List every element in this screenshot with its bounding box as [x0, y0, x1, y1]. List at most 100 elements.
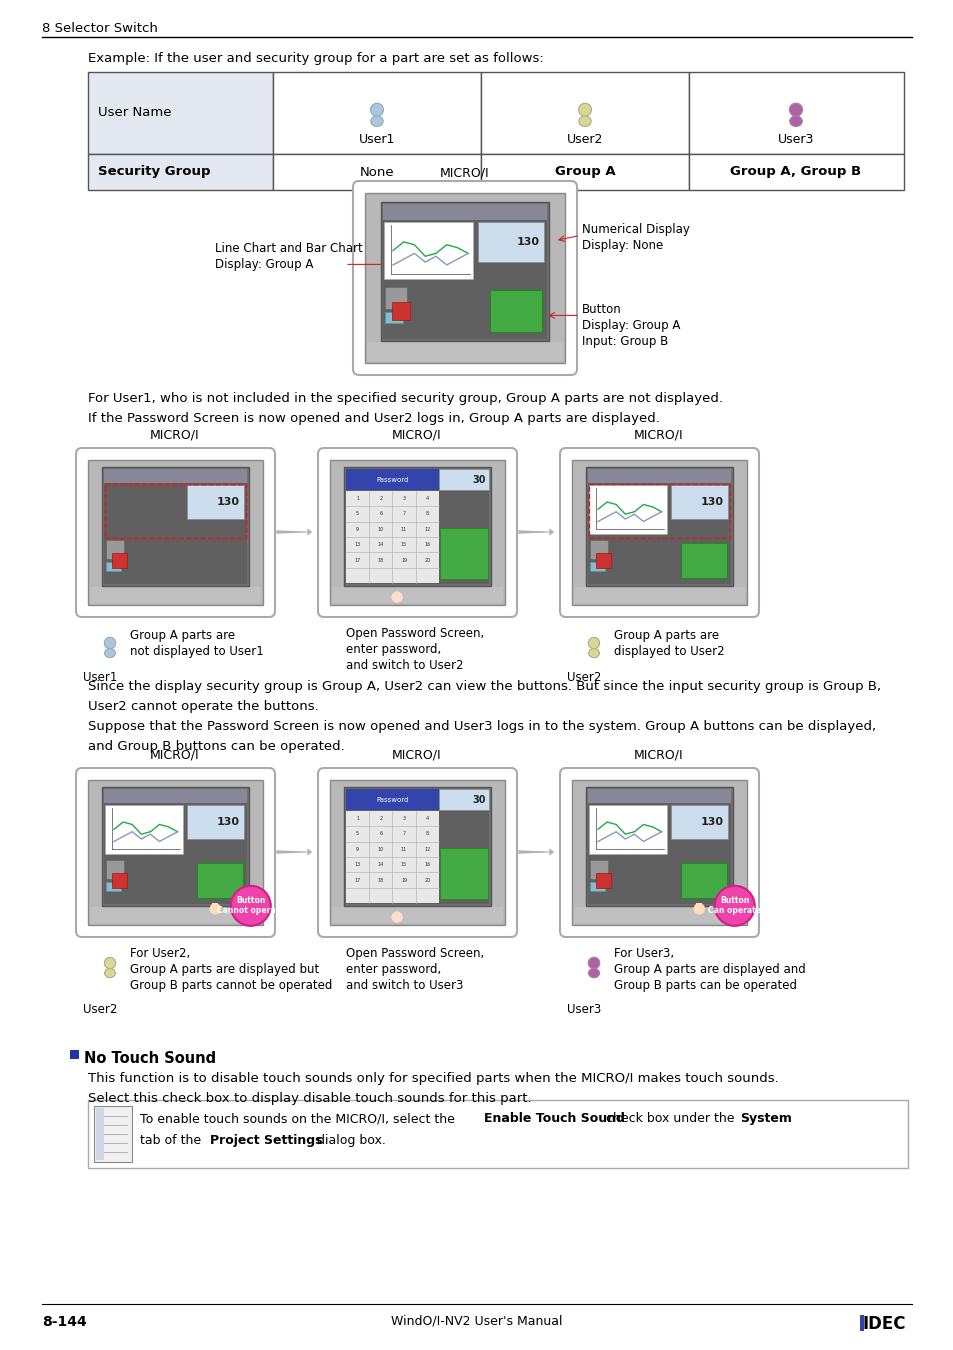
Text: 11: 11 — [400, 846, 407, 852]
Circle shape — [588, 637, 599, 648]
Bar — [589, 882, 604, 891]
Text: User2: User2 — [566, 134, 602, 146]
Text: 30: 30 — [472, 475, 485, 485]
Text: not displayed to User1: not displayed to User1 — [130, 645, 263, 657]
Circle shape — [588, 957, 599, 968]
Text: 7: 7 — [402, 832, 405, 837]
Ellipse shape — [371, 116, 383, 127]
Circle shape — [231, 886, 271, 926]
Text: MICRO/I: MICRO/I — [150, 749, 199, 761]
Bar — [589, 540, 608, 559]
Text: 12: 12 — [424, 526, 430, 532]
Circle shape — [210, 903, 220, 914]
Bar — [439, 528, 488, 579]
Bar — [438, 790, 489, 810]
Bar — [382, 204, 546, 220]
Text: 130: 130 — [700, 497, 723, 508]
Text: None: None — [359, 166, 394, 178]
Text: 10: 10 — [377, 846, 383, 852]
Text: For User3,: For User3, — [614, 946, 674, 960]
Text: WindO/I-NV2 User's Manual: WindO/I-NV2 User's Manual — [391, 1315, 562, 1328]
Text: 9: 9 — [355, 526, 358, 532]
Bar — [90, 587, 261, 603]
Text: Open Password Screen,: Open Password Screen, — [346, 946, 484, 960]
Bar — [588, 805, 666, 853]
Bar — [105, 485, 246, 539]
Text: This function is to disable touch sounds only for specified parts when the MICRO: This function is to disable touch sounds… — [88, 1072, 778, 1085]
Bar — [346, 491, 438, 583]
Text: Display: None: Display: None — [581, 239, 662, 252]
Text: check box under the: check box under the — [601, 1112, 738, 1125]
Bar — [96, 1108, 104, 1160]
Text: 6: 6 — [379, 512, 382, 517]
Text: Numerical Display: Numerical Display — [581, 224, 689, 236]
Bar — [332, 907, 502, 923]
Text: 17: 17 — [355, 558, 360, 563]
Text: 1: 1 — [355, 495, 359, 501]
Bar — [587, 790, 730, 803]
Text: 16: 16 — [424, 863, 430, 867]
Text: 11: 11 — [400, 526, 407, 532]
Text: Button: Button — [581, 304, 621, 316]
Text: Group A parts are: Group A parts are — [130, 629, 234, 643]
Text: 8: 8 — [425, 512, 429, 517]
Bar — [346, 790, 438, 810]
Ellipse shape — [105, 648, 115, 657]
Text: 4: 4 — [425, 817, 429, 821]
Text: For User1, who is not included in the specified security group, Group A parts ar: For User1, who is not included in the sp… — [88, 392, 722, 405]
Text: Group B parts cannot be operated: Group B parts cannot be operated — [130, 979, 332, 992]
Bar — [112, 872, 128, 888]
Text: 2: 2 — [379, 817, 382, 821]
Bar — [332, 587, 502, 603]
Circle shape — [370, 104, 383, 116]
Text: User1: User1 — [358, 134, 395, 146]
FancyBboxPatch shape — [317, 448, 517, 617]
Text: dialog box.: dialog box. — [313, 1134, 385, 1148]
Bar — [585, 467, 732, 586]
Ellipse shape — [588, 968, 598, 977]
Text: 13: 13 — [355, 863, 360, 867]
Bar — [696, 903, 701, 911]
Bar — [385, 288, 406, 309]
Ellipse shape — [578, 116, 591, 127]
Text: 12: 12 — [424, 846, 430, 852]
Text: 18: 18 — [377, 558, 383, 563]
Text: enter password,: enter password, — [346, 643, 441, 656]
Bar — [70, 1050, 79, 1058]
Text: 15: 15 — [400, 543, 407, 547]
Bar — [346, 811, 438, 903]
Text: and switch to User2: and switch to User2 — [346, 659, 463, 672]
Text: User Name: User Name — [98, 107, 172, 120]
Circle shape — [789, 104, 801, 116]
Text: User3: User3 — [566, 1003, 600, 1017]
Text: 130: 130 — [517, 236, 539, 247]
Text: 5: 5 — [355, 512, 359, 517]
Bar — [344, 467, 491, 586]
Bar — [88, 154, 273, 190]
Circle shape — [104, 957, 115, 968]
FancyBboxPatch shape — [353, 181, 577, 375]
Text: Since the display security group is Group A, User2 can view the buttons. But sin: Since the display security group is Grou… — [88, 680, 881, 693]
Circle shape — [104, 637, 115, 648]
Circle shape — [578, 104, 591, 116]
Text: Group A, Group B: Group A, Group B — [730, 166, 861, 178]
Text: Example: If the user and security group for a part are set as follows:: Example: If the user and security group … — [88, 53, 543, 65]
Bar — [392, 301, 410, 320]
Text: Project Settings: Project Settings — [210, 1134, 322, 1148]
Bar — [688, 72, 903, 154]
Bar — [88, 460, 263, 605]
Text: Group B parts can be operated: Group B parts can be operated — [614, 979, 796, 992]
Text: User2: User2 — [566, 671, 600, 684]
FancyBboxPatch shape — [559, 768, 759, 937]
Text: Security Group: Security Group — [98, 166, 211, 178]
Bar — [859, 1315, 863, 1331]
Bar — [346, 470, 489, 585]
Bar — [212, 903, 218, 911]
Bar — [273, 154, 480, 190]
Text: MICRO/I: MICRO/I — [150, 429, 199, 441]
Text: Button: Button — [720, 896, 749, 906]
Text: MICRO/I: MICRO/I — [392, 429, 441, 441]
Text: No Touch Sound: No Touch Sound — [84, 1052, 216, 1066]
Circle shape — [694, 903, 703, 914]
Text: User2: User2 — [83, 1003, 117, 1017]
